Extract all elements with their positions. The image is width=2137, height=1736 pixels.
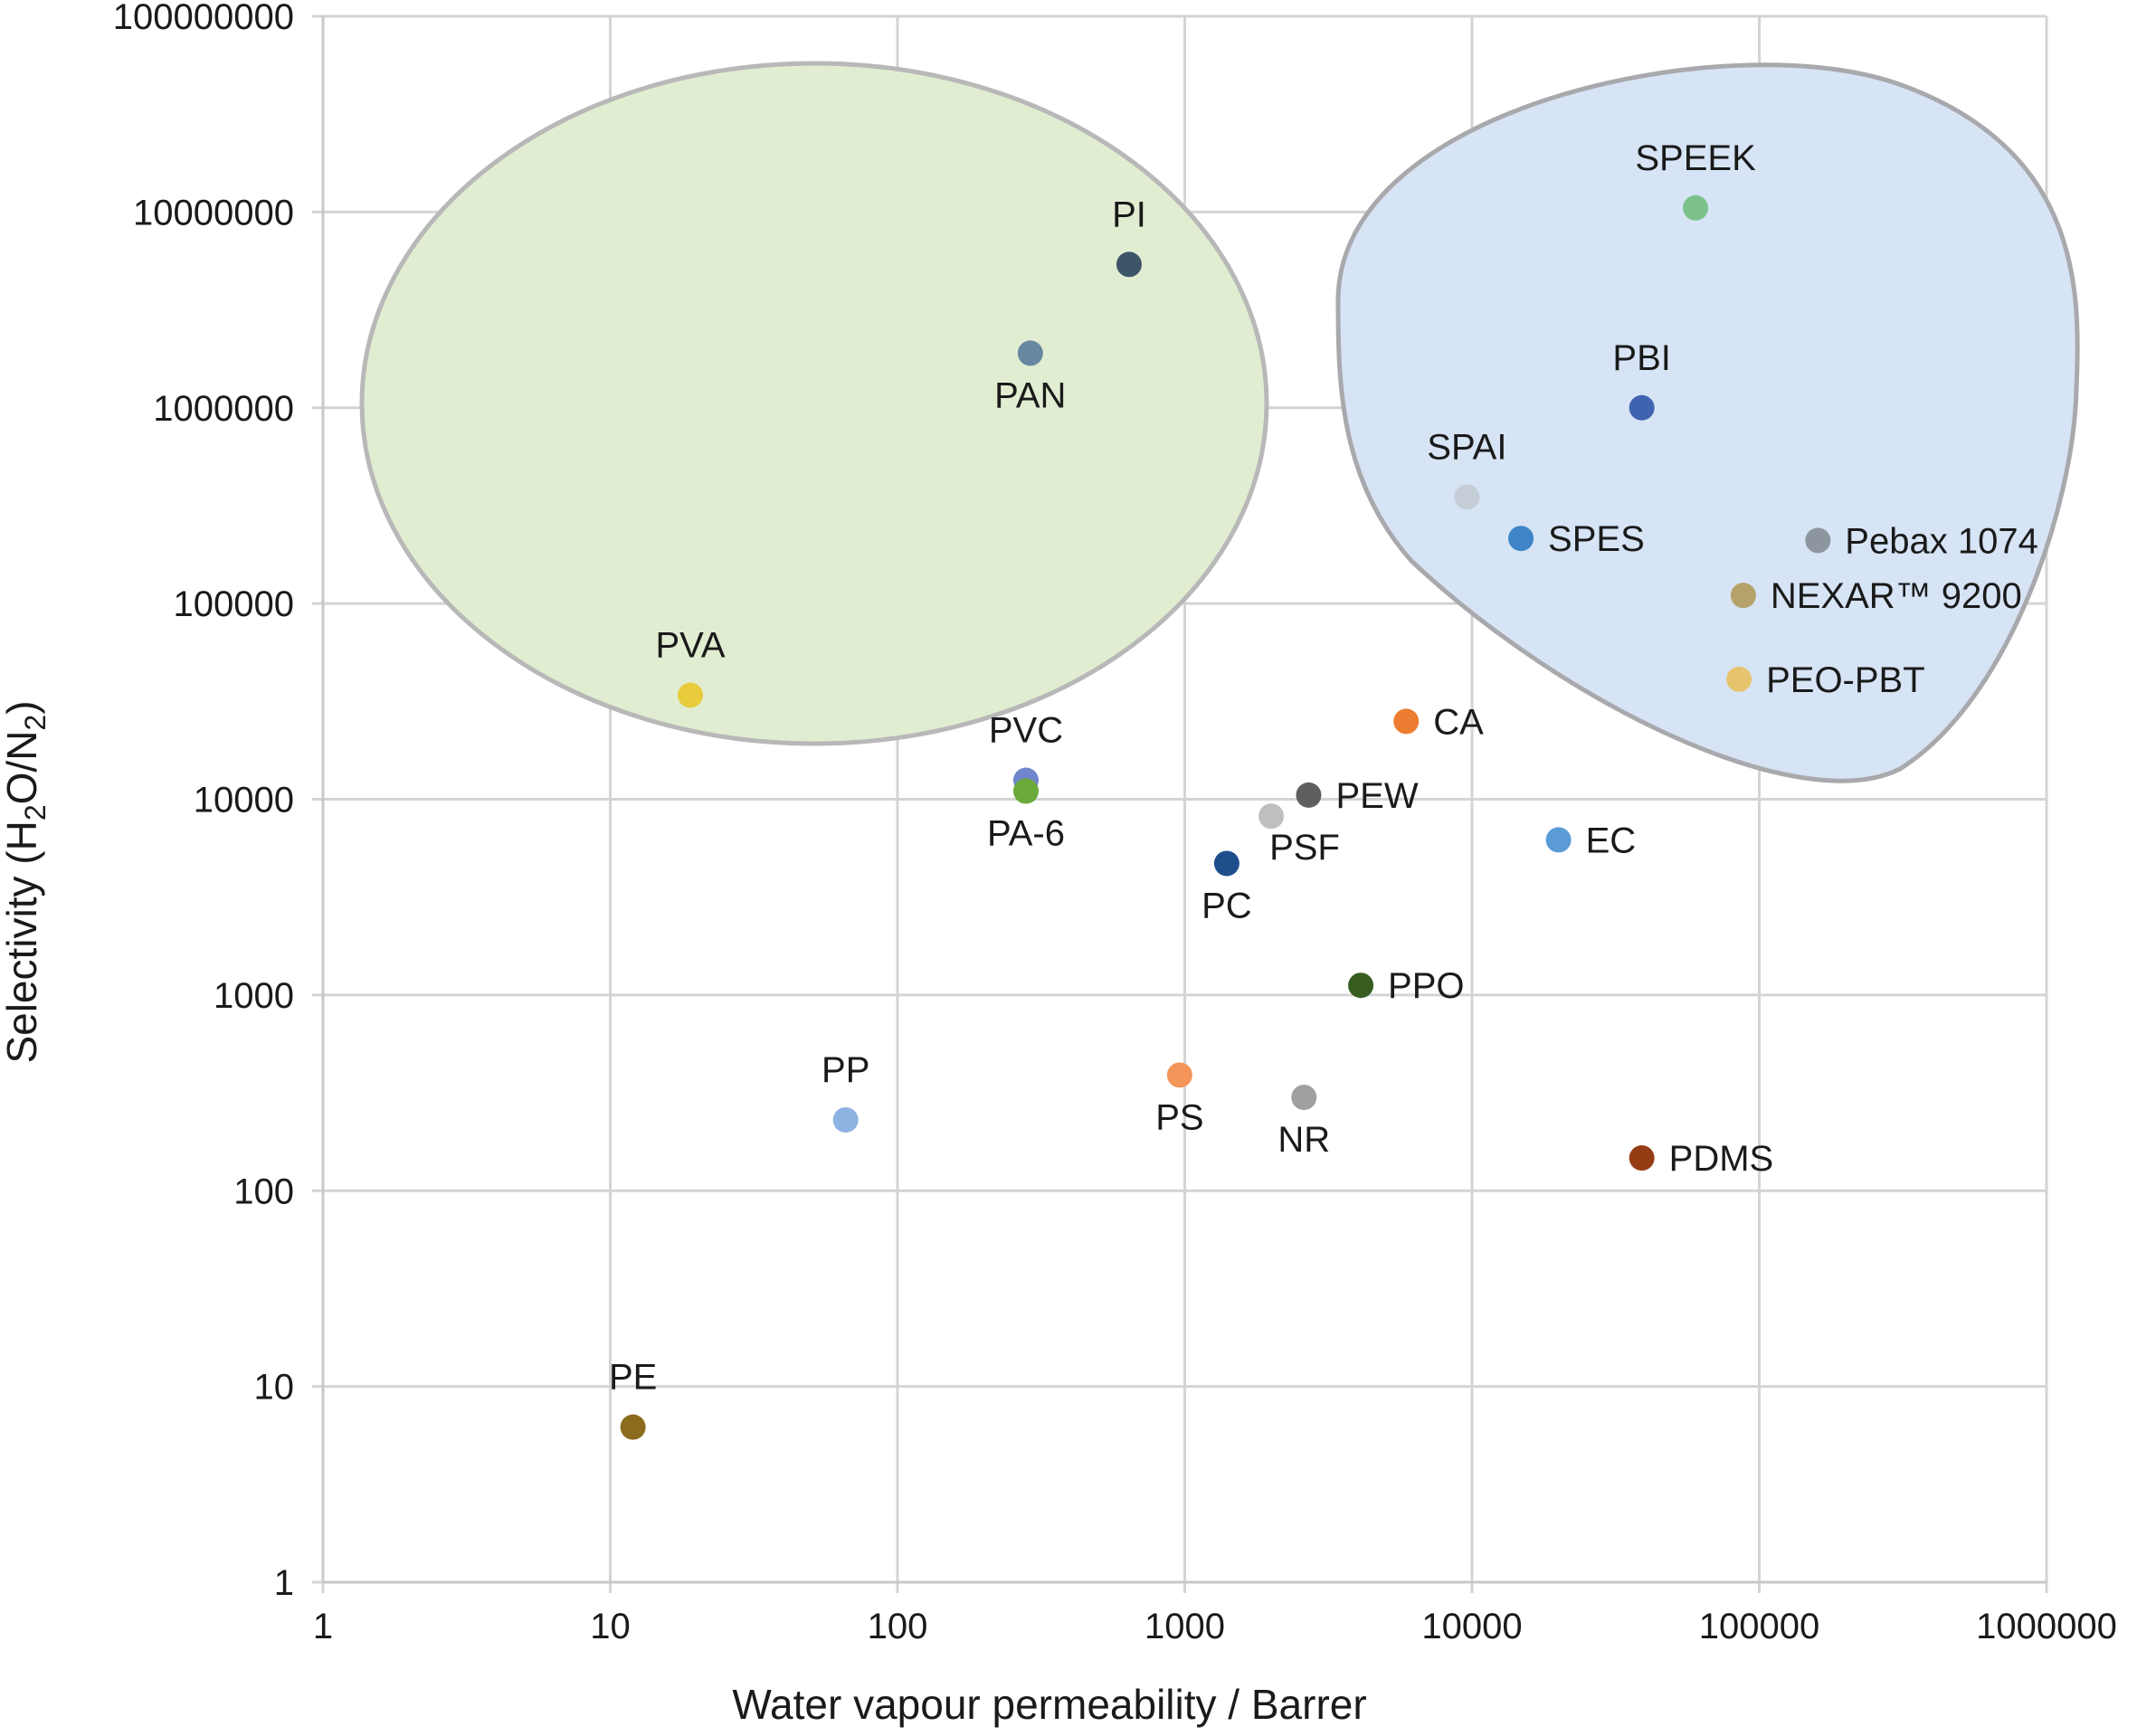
tick-labels: 1 10 100 1000 10000 100000 1000000 1 10 100 1000 10… [113,0,2117,1646]
point-pi [1116,251,1142,278]
point-spai [1454,484,1480,510]
label-pi: PI [1112,194,1146,234]
label-peo-pbt: PEO-PBT [1766,660,1925,700]
point-ps [1166,1062,1192,1088]
x-tick-label: 10000 [1421,1607,1522,1646]
label-nr: NR [1277,1120,1330,1160]
label-pp: PP [822,1050,869,1090]
label-speek: SPEEK [1635,138,1756,178]
label-pe: PE [609,1358,657,1398]
label-pvc: PVC [989,711,1063,751]
point-psf [1258,803,1285,830]
y-tick-label: 100000 [174,584,294,624]
point-pa-6 [1012,778,1039,804]
y-tick-label: 10000000 [133,193,294,232]
point-pe [620,1414,646,1440]
data-points [620,194,1831,1440]
x-axis-label-slash: / [1217,1681,1251,1728]
point-nr [1291,1085,1317,1111]
label-spai: SPAI [1427,427,1506,467]
point-pan [1017,340,1043,366]
label-pa-6: PA-6 [987,814,1065,854]
regions [359,61,2080,783]
point-speek [1683,194,1709,221]
label-pew: PEW [1335,776,1418,816]
point-ca [1393,708,1420,735]
point-pew [1296,782,1322,808]
label-spes: SPES [1548,519,1645,559]
label-pdms: PDMS [1669,1139,1774,1179]
point-pp [832,1106,859,1133]
label-pc: PC [1201,886,1252,925]
x-tick-label: 1 [313,1607,333,1646]
point-pebax-1074 [1805,527,1831,554]
label-psf: PSF [1269,828,1340,868]
y-axis-label: Selectivity (H2O/N2) [0,700,52,1063]
point-spes [1508,526,1534,552]
x-tick-label: 100 [868,1607,928,1646]
label-ppo: PPO [1388,966,1464,1006]
y-tick-label: 10000 [194,781,294,821]
y-tick-label: 10 [254,1368,295,1408]
green-ellipse-region [359,61,1269,746]
y-tick-label: 1 [274,1563,294,1603]
y-tick-label: 100 [233,1172,294,1211]
point-nexar-9200 [1730,583,1756,609]
x-tick-label: 1000000 [1976,1607,2117,1646]
point-ppo [1348,972,1374,999]
point-pdms [1629,1145,1655,1172]
point-ec [1545,827,1572,853]
point-peo-pbt [1726,666,1752,692]
blue-blob-region [1335,62,2080,783]
x-axis-label-unit: Barrer [1251,1681,1367,1728]
point-pc [1213,850,1239,877]
y-tick-label: 1000000 [153,389,294,429]
x-axis-label-text: Water vapour permeability [732,1681,1216,1728]
x-axis-label: Water vapour permeability / Barrer [732,1681,1366,1728]
label-ca: CA [1433,702,1484,742]
y-tick-label: 1000 [214,976,294,1016]
y-tick-label: 100000000 [113,0,294,37]
point-pva [678,682,704,708]
label-pva: PVA [655,626,725,666]
x-tick-label: 100000 [1699,1607,1819,1646]
label-pan: PAN [994,375,1066,415]
axes [321,16,2047,1584]
label-pebax-1074: Pebax 1074 [1845,521,2038,561]
label-pbi: PBI [1612,338,1670,378]
point-labels: PI PAN PVA PVC PA-6 SPEEK PBI SPAI SPES Pebax 107… [609,138,2038,1398]
label-ec: EC [1586,821,1637,860]
label-ps: PS [1155,1097,1203,1137]
x-tick-label: 10 [590,1607,631,1646]
x-tick-label: 1000 [1144,1607,1225,1646]
point-pbi [1629,394,1655,421]
label-nexar-9200: NEXAR™ 9200 [1771,576,2022,616]
